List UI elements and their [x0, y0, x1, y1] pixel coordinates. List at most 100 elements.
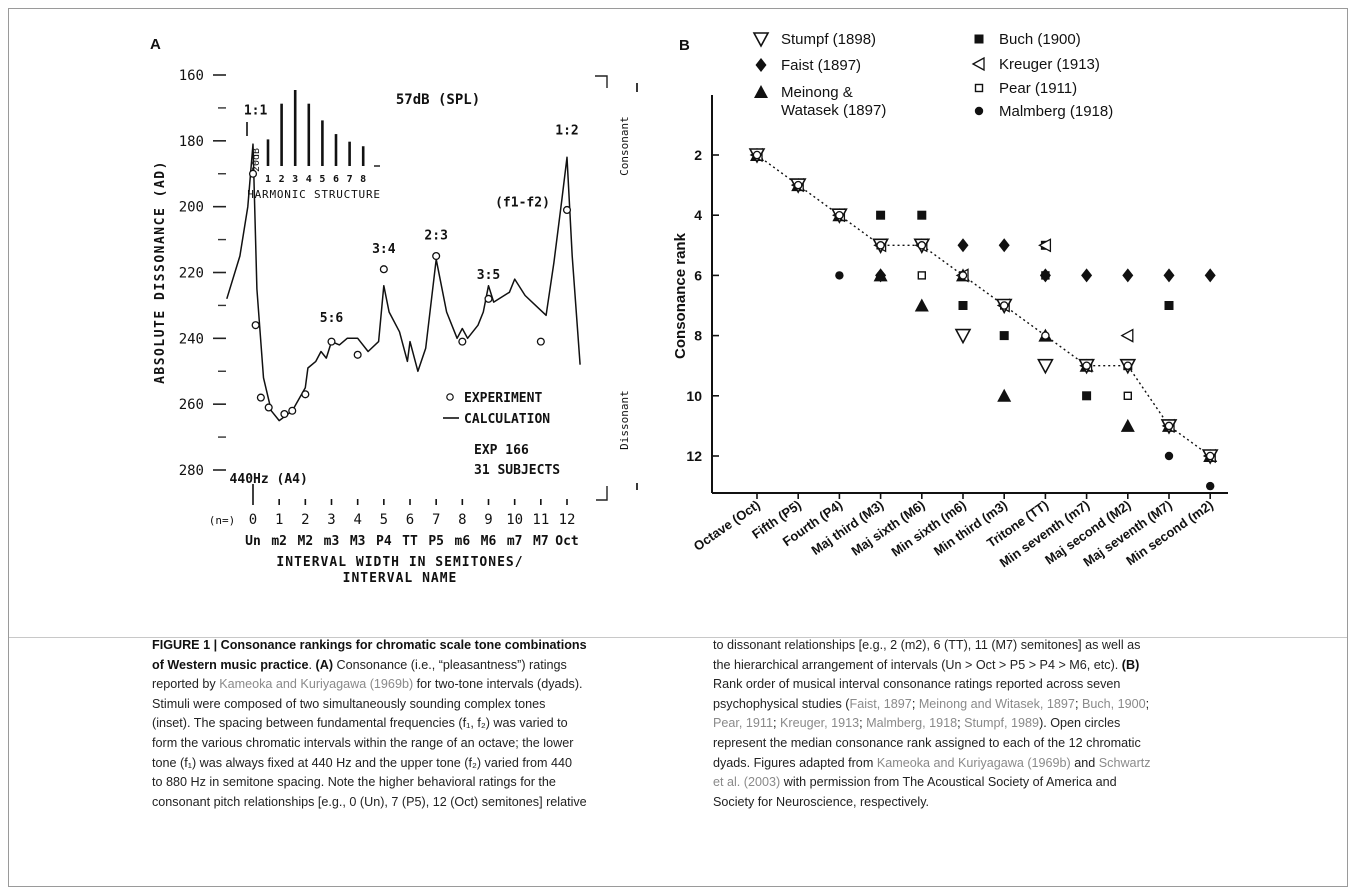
caption-text: to dissonant relationships [e.g., 2 (m2)…	[713, 638, 1141, 652]
panel-a-right-label-bottom: Dissonant	[618, 390, 631, 450]
caption-text: Stimuli were composed of two simultaneou…	[152, 696, 546, 711]
panel-b-ytick-label: 10	[686, 388, 702, 404]
panel-a-experiment-point	[327, 337, 336, 346]
panel-a-xtick-label: 8	[458, 512, 466, 528]
panel-b-point-pear-1911	[1123, 391, 1133, 400]
inset-harmonic-number: 1	[265, 174, 271, 185]
caption-line: Society for Neuroscience, respectively.	[713, 793, 1258, 813]
caption-text: ;	[1074, 696, 1082, 711]
panel-a-interval-name: m7	[507, 534, 523, 549]
panel-a-interval-name: M3	[350, 534, 366, 549]
caption-line: FIGURE 1 | Consonance rankings for chrom…	[152, 636, 697, 656]
panel-b-point-stumpf-1898	[954, 328, 972, 345]
panel-b-ylabel: Consonance rank	[672, 232, 689, 359]
panel-a-xtick-label: 10	[506, 512, 523, 528]
panel-b-legend-marker	[974, 106, 984, 116]
caption-line: (inset). The spacing between fundamental…	[152, 714, 697, 734]
panel-b-point-kreuger-1913	[1120, 328, 1134, 343]
panel-b-point-buch-1900	[876, 210, 886, 220]
inset-harmonic-number: 8	[360, 174, 366, 185]
caption-text: ;	[957, 716, 965, 731]
panel-b-point-faist-1897	[1204, 268, 1216, 283]
caption-text: ;	[859, 716, 867, 731]
panel-a-experiment-point	[288, 406, 297, 415]
caption-text: and	[1070, 755, 1099, 770]
panel-a-ytick-label: 220	[179, 266, 204, 282]
panel-b-point-median	[1123, 361, 1133, 370]
caption-text: to 880 Hz in semitone spacing. Note the …	[152, 775, 556, 790]
panel-b-point-median	[1205, 451, 1215, 461]
panel-a-xtick-label: 3	[327, 512, 335, 528]
caption-line: tone (f₁) was always fixed at 440 Hz and…	[152, 754, 697, 774]
panel-a-corner-top	[595, 75, 608, 88]
panel-a-right-label-top: Consonant	[618, 116, 631, 176]
panel-b-point-median	[999, 301, 1009, 310]
panel-a-xtick-label: 9	[484, 512, 492, 528]
panel-a-annotation: 3:5	[477, 268, 500, 283]
panel-a-annotation: 440Hz (A4)	[230, 472, 308, 487]
caption-text: ). Open circles	[1039, 716, 1121, 731]
panel-b-point-faist-1897	[1081, 268, 1093, 283]
panel-b-point-meinong-watasek-1897	[914, 298, 929, 312]
inset-harmonic-number: 3	[292, 174, 298, 185]
panel-a-xtick-label: 11	[532, 512, 549, 528]
panel-b-point-malmberg-1918	[1206, 481, 1215, 491]
panel-a-experiment-point	[353, 350, 362, 359]
caption-text: ;	[773, 716, 780, 731]
panel-b-category-label: Octave (Oct)	[691, 497, 763, 554]
panel-a-xtick-label: 1	[275, 512, 283, 528]
panel-a-ytick-label: 240	[179, 331, 204, 347]
caption-citation: Kameoka and Kuriyagawa (1969b)	[876, 755, 1071, 770]
caption-citation: Faist, 1897	[849, 696, 912, 711]
caption-text: represent the median consonance rank ass…	[713, 735, 1141, 750]
panel-a-ytick-label: 200	[179, 200, 204, 216]
panel-a-experiment-point	[301, 390, 310, 399]
panel-a-xlabel-2: INTERVAL NAME	[343, 571, 458, 586]
caption-text: psychophysical studies (	[713, 696, 850, 711]
inset-harmonic-number: 5	[319, 174, 325, 185]
caption-line: Pear, 1911; Kreuger, 1913; Malmberg, 191…	[713, 714, 1258, 734]
caption-text: (inset). The spacing between fundamental…	[152, 716, 568, 731]
panel-a-experiment-point	[251, 321, 260, 330]
caption-line: the hierarchical arrangement of interval…	[713, 656, 1258, 676]
caption-line: to dissonant relationships [e.g., 2 (m2)…	[713, 636, 1258, 656]
panel-b-legend-marker	[755, 58, 767, 72]
panel-b-point-stumpf-1898	[1037, 358, 1054, 375]
panel-a-ytick-label: 180	[179, 134, 204, 150]
panel-a-legend-experiment-marker	[446, 393, 454, 401]
panel-b-point-median	[958, 271, 968, 280]
panel-b-ytick-label: 2	[694, 147, 702, 163]
panel-a-interval-name: M7	[533, 534, 549, 549]
panel-a-interval-name: M2	[298, 534, 314, 549]
panel-a-interval-name: TT	[402, 534, 418, 549]
panel-b-point-faist-1897	[1039, 268, 1051, 283]
panel-a-experiment-point	[484, 294, 493, 303]
panel-b-point-median	[752, 150, 762, 160]
panel-b-legend-label: Faist (1897)	[781, 57, 861, 74]
inset-scale-label: 20dB	[251, 148, 262, 172]
panel-a-interval-name: M6	[481, 534, 497, 549]
caption-line: of Western music practice. (A) Consonanc…	[152, 656, 697, 676]
panel-b-point-buch-1900	[958, 301, 968, 310]
panel-b-point-meinong-watasek-1897	[997, 388, 1012, 402]
panel-a-experiment-point	[280, 409, 289, 419]
panel-b-point-buch-1900	[999, 331, 1009, 341]
caption-text: (B)	[1121, 657, 1140, 672]
figure-frame	[8, 8, 1348, 887]
caption-text: with permission from The Acoustical Soci…	[780, 775, 1117, 790]
panel-b-point-median	[1041, 331, 1050, 340]
caption-text: Society for Neuroscience, respectively.	[713, 794, 930, 809]
panel-b-point-median	[1164, 421, 1174, 431]
caption-line: reported by Kameoka and Kuriyagawa (1969…	[152, 675, 697, 695]
caption-line: represent the median consonance rank ass…	[713, 734, 1258, 754]
caption-line: dyads. Figures adapted from Kameoka and …	[713, 754, 1258, 774]
panel-a-interval-name: m2	[271, 534, 287, 549]
panel-b-legend-label: Buch (1900)	[999, 31, 1081, 48]
panel-a-interval-name: P4	[376, 534, 392, 549]
panel-a-ytick-label: 160	[179, 68, 204, 84]
panel-b-point-meinong-watasek-1897	[1120, 418, 1135, 432]
panel-b-legend-marker	[754, 85, 768, 98]
panel-b-legend-marker	[974, 34, 984, 44]
panel-b-legend-label: Kreuger (1913)	[999, 56, 1100, 73]
